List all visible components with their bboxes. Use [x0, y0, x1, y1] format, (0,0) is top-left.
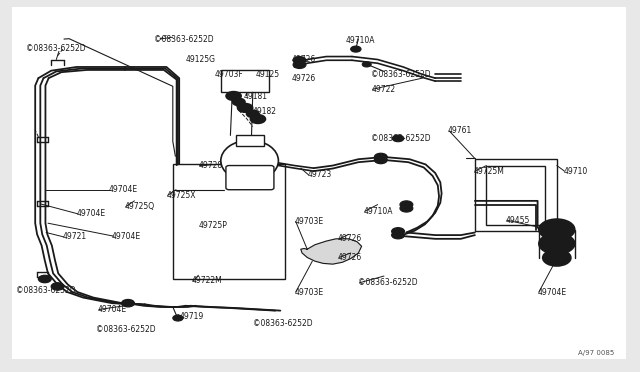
- Text: 49725Q: 49725Q: [125, 202, 155, 211]
- Text: 49722: 49722: [371, 85, 396, 94]
- Circle shape: [400, 205, 413, 212]
- Circle shape: [392, 231, 404, 239]
- Text: ©08363-6252D: ©08363-6252D: [96, 325, 156, 334]
- Bar: [236, 135, 264, 146]
- Circle shape: [392, 228, 404, 235]
- Circle shape: [539, 233, 575, 254]
- Text: ©08363-6252D: ©08363-6252D: [253, 319, 312, 328]
- Circle shape: [543, 250, 571, 266]
- Text: 49125G: 49125G: [186, 55, 216, 64]
- Bar: [173, 164, 285, 279]
- Text: 49704E: 49704E: [112, 232, 141, 241]
- Text: 49125: 49125: [256, 70, 280, 79]
- Circle shape: [38, 275, 51, 283]
- Circle shape: [351, 46, 361, 52]
- Text: A/97 0085: A/97 0085: [578, 350, 614, 356]
- Circle shape: [232, 98, 245, 106]
- Text: 49703F: 49703F: [214, 70, 243, 79]
- Text: ©08363-6252D: ©08363-6252D: [26, 44, 85, 53]
- Text: 49704E: 49704E: [538, 288, 567, 296]
- Circle shape: [362, 62, 371, 67]
- Bar: [486, 166, 545, 225]
- Text: 49703E: 49703E: [294, 217, 324, 226]
- Circle shape: [374, 153, 387, 161]
- Text: ©08363-6252D: ©08363-6252D: [154, 35, 213, 44]
- Circle shape: [250, 115, 266, 124]
- Text: 49703E: 49703E: [294, 288, 324, 296]
- Bar: [475, 159, 557, 231]
- Text: ©08363-6252D: ©08363-6252D: [371, 70, 431, 79]
- Text: 49722M: 49722M: [192, 276, 223, 285]
- Text: 49725P: 49725P: [198, 221, 227, 230]
- Text: 49719: 49719: [179, 312, 204, 321]
- Text: 49721: 49721: [63, 232, 87, 241]
- Circle shape: [51, 283, 64, 290]
- Text: 49182: 49182: [253, 107, 277, 116]
- Circle shape: [246, 110, 259, 118]
- Circle shape: [226, 92, 241, 100]
- Text: 49704E: 49704E: [77, 209, 106, 218]
- Text: 49704E: 49704E: [109, 185, 138, 194]
- Text: 49726: 49726: [338, 253, 362, 262]
- FancyBboxPatch shape: [226, 166, 274, 190]
- Text: 49710A: 49710A: [346, 36, 375, 45]
- Text: 49704E: 49704E: [97, 305, 127, 314]
- Circle shape: [237, 103, 253, 112]
- Text: 49725X: 49725X: [166, 191, 196, 200]
- Text: 49710: 49710: [563, 167, 588, 176]
- Text: 49725M: 49725M: [474, 167, 504, 176]
- Text: 49726: 49726: [338, 234, 362, 243]
- Ellipse shape: [221, 140, 278, 181]
- Text: ©08363-6252D: ©08363-6252D: [358, 278, 418, 287]
- Circle shape: [122, 299, 134, 307]
- Text: ©08363-6252D: ©08363-6252D: [16, 286, 76, 295]
- Text: 49726: 49726: [291, 55, 316, 64]
- Text: 49761: 49761: [448, 126, 472, 135]
- Text: 49723: 49723: [307, 170, 332, 179]
- Circle shape: [392, 135, 404, 142]
- Bar: [221, 70, 269, 92]
- Circle shape: [173, 315, 183, 321]
- Polygon shape: [301, 239, 362, 264]
- Circle shape: [539, 219, 575, 240]
- Circle shape: [293, 57, 306, 64]
- Circle shape: [400, 201, 413, 208]
- Text: 49181: 49181: [243, 92, 268, 101]
- Text: ©08363-6252D: ©08363-6252D: [371, 134, 431, 143]
- Text: 49728: 49728: [198, 161, 223, 170]
- Text: 49726: 49726: [291, 74, 316, 83]
- Text: 49710A: 49710A: [364, 207, 393, 216]
- Circle shape: [293, 61, 306, 68]
- Circle shape: [374, 156, 387, 164]
- Text: 49455: 49455: [506, 216, 530, 225]
